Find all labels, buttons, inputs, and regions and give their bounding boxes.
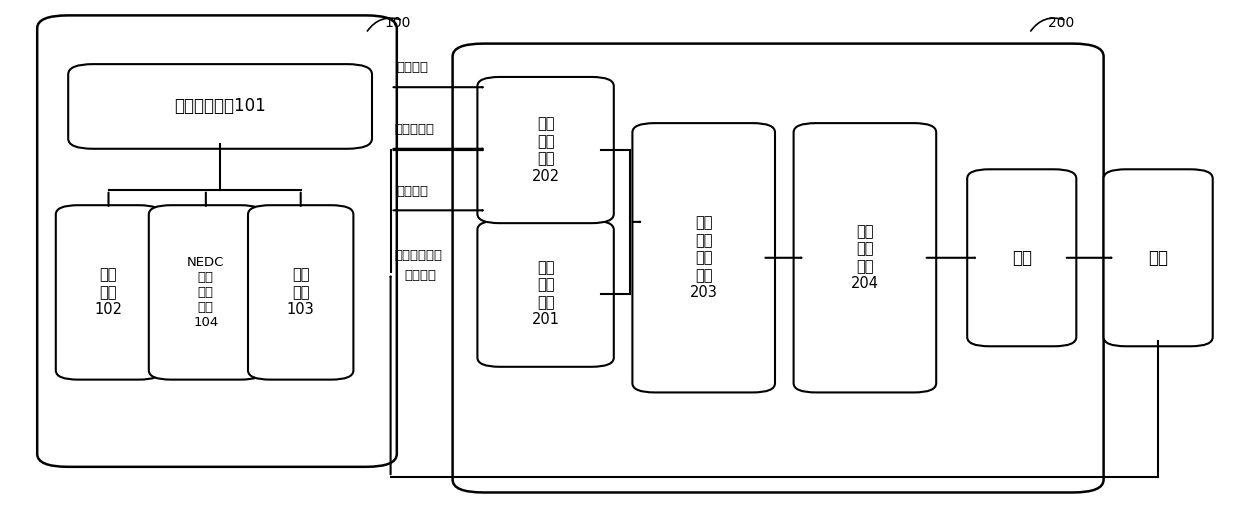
FancyBboxPatch shape — [477, 221, 614, 367]
Text: 模式状态: 模式状态 — [397, 62, 429, 74]
Text: 扭矩
获取
模块
201: 扭矩 获取 模块 201 — [532, 260, 559, 327]
Text: 蟠行
模块
102: 蟠行 模块 102 — [94, 267, 123, 318]
FancyBboxPatch shape — [149, 205, 263, 380]
Text: 车辆: 车辆 — [1148, 249, 1168, 267]
FancyBboxPatch shape — [56, 205, 161, 380]
Text: 目标加速度: 目标加速度 — [394, 123, 434, 136]
Text: 电机: 电机 — [1012, 249, 1032, 267]
FancyBboxPatch shape — [632, 123, 775, 392]
Text: 工况选择模块101: 工况选择模块101 — [175, 97, 265, 115]
FancyBboxPatch shape — [1104, 169, 1213, 346]
FancyBboxPatch shape — [68, 64, 372, 149]
FancyBboxPatch shape — [37, 15, 397, 467]
FancyBboxPatch shape — [794, 123, 936, 392]
Text: 200: 200 — [1048, 16, 1074, 30]
Text: 扭矩
滤波
模块
204: 扭矩 滤波 模块 204 — [851, 224, 879, 291]
Text: 实际车速: 实际车速 — [404, 269, 436, 282]
FancyBboxPatch shape — [967, 169, 1076, 346]
FancyBboxPatch shape — [248, 205, 353, 380]
Text: 巡航
模块
103: 巡航 模块 103 — [286, 267, 315, 318]
FancyBboxPatch shape — [453, 44, 1104, 492]
Text: 扭矩
斜率
限制
模块
203: 扭矩 斜率 限制 模块 203 — [689, 215, 718, 300]
Text: 目标车速: 目标车速 — [397, 185, 429, 198]
Text: 实际加速度、: 实际加速度、 — [394, 249, 443, 262]
Text: NEDC
减速
跟线
模块
104: NEDC 减速 跟线 模块 104 — [187, 256, 224, 329]
FancyBboxPatch shape — [477, 77, 614, 223]
Text: 扭矩
补偿
模块
202: 扭矩 补偿 模块 202 — [532, 116, 559, 184]
Text: 100: 100 — [384, 16, 410, 30]
